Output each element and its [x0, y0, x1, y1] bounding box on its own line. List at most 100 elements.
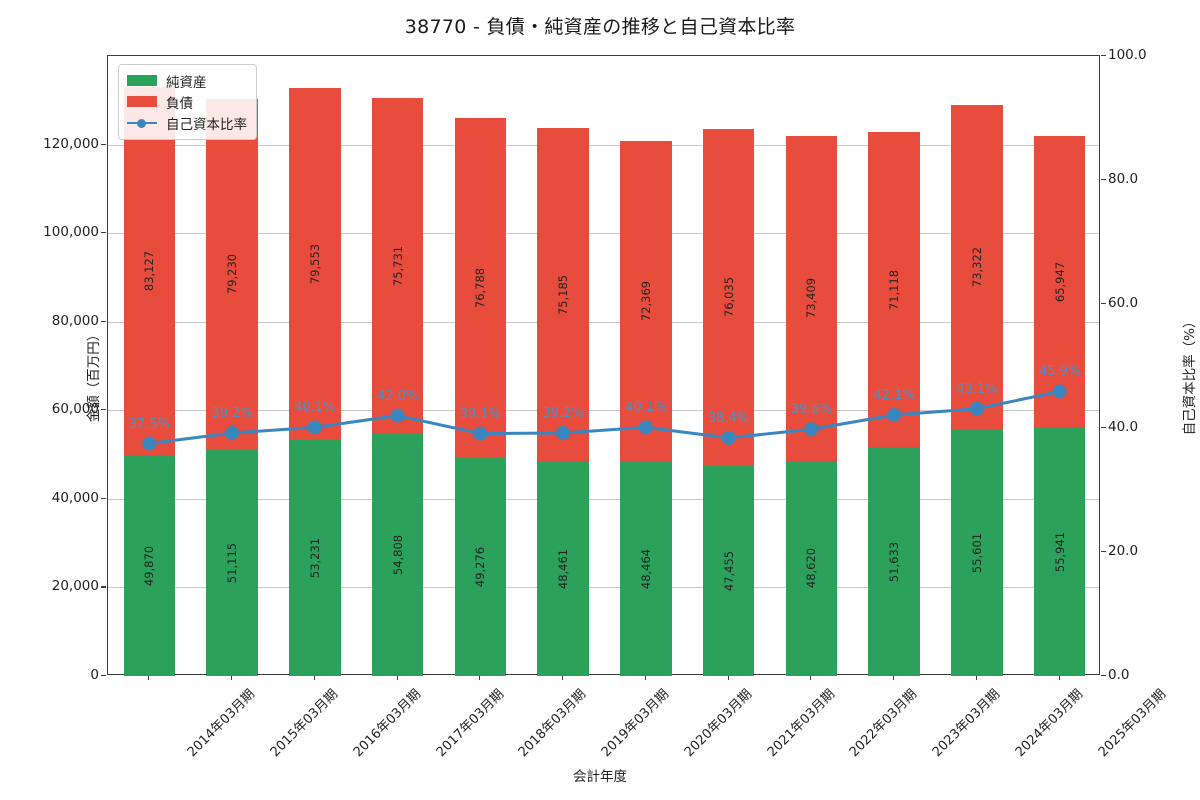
y-tick-label-left: 120,000 [19, 136, 106, 152]
x-tick-mark [562, 675, 564, 680]
bar-equity: 49,276 [454, 457, 507, 676]
bar-equity: 48,464 [620, 461, 672, 676]
gridline [108, 587, 1099, 589]
x-tick-mark [1058, 675, 1060, 680]
y-tick-label-left: 60,000 [19, 401, 106, 417]
y-axis-label-left: 金額（百万円） [86, 327, 102, 423]
y-tick-label-right: 20.0 [1101, 543, 1188, 559]
ratio-value-label: 40.1% [294, 400, 336, 416]
y-tick-label-right: 60.0 [1101, 295, 1188, 311]
gridline [108, 144, 1099, 146]
y-tick-label-right: 80.0 [1101, 171, 1188, 187]
x-tick-mark [810, 675, 812, 680]
bar-equity: 53,231 [289, 440, 341, 676]
legend-label-liabilities: 負債 [166, 95, 193, 112]
x-tick-mark [479, 675, 481, 680]
bar-value-equity: 55,601 [969, 532, 984, 573]
bar-liabilities: 75,731 [371, 97, 424, 434]
x-tick-mark [727, 675, 729, 680]
x-tick-mark [231, 675, 233, 680]
x-tick-label: 2020年03月期 [681, 686, 755, 761]
legend-item-ratio: 自己資本比率 [127, 112, 247, 133]
ratio-value-label: 43.1% [956, 381, 998, 397]
bar-value-liabilities: 76,788 [473, 267, 488, 308]
bar-value-equity: 49,276 [473, 546, 488, 587]
x-tick-label: 2017年03月期 [433, 686, 507, 761]
bar-value-equity: 51,115 [225, 542, 240, 583]
bar-equity: 55,601 [951, 429, 1003, 676]
bar-equity: 48,461 [537, 461, 589, 676]
x-tick-mark [396, 675, 398, 680]
bar-liabilities: 83,127 [123, 87, 176, 456]
bar-value-equity: 51,633 [887, 541, 902, 582]
bar-liabilities: 79,553 [289, 87, 341, 441]
bar-value-liabilities: 75,185 [556, 274, 571, 316]
x-tick-label: 2018年03月期 [516, 686, 590, 761]
legend-item-equity: 純資産 [127, 70, 247, 91]
bar-value-equity: 48,464 [638, 548, 653, 589]
bar-equity: 55,941 [1033, 428, 1086, 676]
legend-item-liabilities: 負債 [127, 91, 247, 112]
legend-label-equity: 純資産 [166, 74, 207, 91]
ratio-value-label: 39.2% [211, 405, 253, 421]
x-tick-label: 2019年03月期 [598, 686, 673, 761]
ratio-value-label: 39.8% [790, 402, 833, 418]
ratio-value-label: 39.2% [542, 405, 584, 421]
chart-title: 38770 - 負債・純資産の推移と自己資本比率 [404, 16, 796, 38]
chart-legend: 純資産 負債 自己資本比率 [118, 64, 257, 140]
ratio-value-label: 42.0% [376, 388, 419, 404]
legend-swatch-equity-icon [127, 75, 157, 86]
bar-liabilities: 65,947 [1033, 136, 1086, 429]
bar-value-liabilities: 65,947 [1052, 262, 1067, 303]
x-tick-label: 2022年03月期 [847, 686, 921, 761]
legend-label-ratio: 自己資本比率 [166, 116, 247, 133]
y-tick-label-right: 0.0 [1101, 667, 1188, 683]
bar-value-equity: 49,870 [142, 545, 157, 586]
bar-equity: 49,870 [123, 455, 176, 676]
bar-liabilities: 79,230 [206, 98, 258, 450]
x-tick-label: 2021年03月期 [764, 686, 838, 761]
y-tick-label-left: 0 [19, 667, 106, 683]
bar-value-equity: 47,455 [721, 550, 736, 592]
y-tick-label-right: 40.0 [1101, 419, 1188, 435]
ratio-value-label: 38.4% [707, 410, 750, 426]
legend-line-ratio-icon [127, 117, 157, 128]
x-tick-mark [893, 675, 895, 680]
bar-equity: 47,455 [702, 465, 755, 676]
bar-equity: 51,115 [206, 449, 258, 676]
x-tick-label: 2023年03月期 [929, 686, 1004, 761]
bar-value-liabilities: 72,369 [638, 280, 653, 322]
bar-value-liabilities: 75,731 [390, 245, 405, 286]
bar-value-liabilities: 83,127 [142, 250, 157, 292]
plot-area: 49,870 83,127 51,115 79,230 53,231 79,553 54,8… [107, 55, 1100, 676]
bar-equity: 51,633 [868, 447, 920, 676]
x-tick-label: 2025年03月期 [1095, 686, 1169, 761]
y-tick-label-right: 100.0 [1101, 47, 1188, 63]
gridline [108, 321, 1099, 323]
x-tick-mark [644, 675, 646, 680]
x-tick-label: 2014年03月期 [185, 686, 259, 761]
bar-liabilities: 73,322 [951, 105, 1003, 430]
x-axis-label: 会計年度 [573, 769, 627, 785]
ratio-line [147, 389, 1062, 445]
gridline [108, 498, 1099, 500]
bar-value-liabilities: 73,322 [969, 247, 984, 288]
legend-swatch-liabilities-icon [127, 96, 157, 107]
bar-value-liabilities: 73,409 [804, 278, 819, 319]
x-tick-label: 2024年03月期 [1012, 686, 1086, 761]
ratio-value-label: 39.1% [459, 406, 502, 422]
x-tick-label: 2016年03月期 [350, 686, 424, 761]
bar-value-liabilities: 79,553 [307, 243, 322, 285]
bar-equity: 54,808 [371, 433, 424, 676]
ratio-value-label: 40.1% [625, 400, 667, 416]
ratio-value-label: 37.5% [128, 416, 171, 432]
bar-value-equity: 53,231 [307, 537, 322, 579]
ratio-value-label: 42.1% [873, 387, 915, 403]
bar-value-equity: 55,941 [1052, 531, 1067, 573]
y-tick-label-left: 20,000 [19, 578, 106, 594]
y-tick-label-left: 40,000 [19, 490, 106, 506]
bar-value-liabilities: 71,118 [887, 269, 902, 310]
y-tick-label-left: 80,000 [19, 313, 106, 329]
bar-value-liabilities: 79,230 [225, 254, 240, 295]
